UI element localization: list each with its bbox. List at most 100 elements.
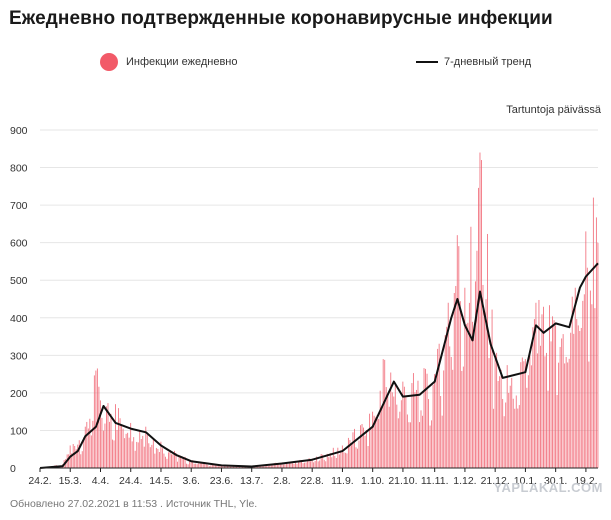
daily-bar — [515, 395, 517, 468]
daily-bar — [239, 466, 240, 468]
daily-bar — [379, 390, 381, 468]
legend-daily-label: Инфекции ежедневно — [126, 56, 238, 68]
legend-daily: Инфекции ежедневно — [100, 52, 237, 72]
daily-bar — [296, 463, 298, 468]
daily-bar — [347, 437, 349, 468]
daily-bar — [266, 464, 268, 468]
daily-bar — [245, 466, 247, 468]
x-tick-label: 19.2. — [574, 475, 597, 487]
daily-bar — [511, 377, 513, 468]
legend-dot-icon — [100, 53, 118, 71]
daily-bar — [278, 464, 280, 468]
daily-bar — [376, 415, 378, 468]
daily-bar — [373, 415, 375, 468]
daily-bar — [166, 458, 168, 468]
trend-line — [39, 262, 599, 469]
daily-bar — [172, 454, 174, 468]
daily-bar — [102, 430, 104, 468]
daily-bar — [428, 399, 430, 468]
daily-bar — [115, 404, 116, 468]
daily-bar — [385, 387, 387, 468]
daily-bar — [142, 435, 144, 468]
daily-bar — [546, 352, 547, 468]
daily-bar — [527, 375, 529, 468]
daily-bar — [446, 326, 448, 468]
daily-bar — [394, 384, 396, 468]
daily-bar — [219, 465, 221, 468]
daily-bar — [80, 454, 82, 468]
y-tick-label: 500 — [10, 275, 28, 287]
daily-bar — [177, 461, 178, 468]
daily-bar — [493, 408, 495, 468]
daily-bar — [381, 408, 383, 468]
daily-bar — [196, 464, 198, 468]
daily-bar — [384, 359, 386, 468]
daily-bar — [422, 415, 423, 468]
y-tick-label: 100 — [10, 425, 28, 437]
daily-bar — [399, 411, 401, 468]
daily-bar — [92, 420, 94, 468]
daily-bar — [343, 452, 345, 468]
daily-bar — [344, 452, 346, 468]
daily-bar — [524, 359, 526, 468]
daily-bar — [171, 454, 172, 468]
y-tick-label: 400 — [10, 313, 28, 325]
daily-bar — [230, 466, 231, 468]
daily-bar — [570, 332, 572, 468]
daily-bar — [414, 392, 416, 468]
x-tick-label: 10.1. — [514, 475, 537, 487]
daily-bar — [287, 463, 289, 468]
daily-bar — [432, 384, 434, 468]
daily-bar — [453, 293, 455, 468]
daily-bar — [561, 338, 563, 468]
daily-bar — [319, 460, 321, 468]
daily-bar — [370, 427, 372, 468]
daily-bar — [402, 381, 404, 468]
daily-bar — [520, 362, 522, 468]
daily-bar — [316, 456, 318, 468]
daily-bar — [583, 294, 585, 468]
daily-bar — [549, 305, 550, 468]
daily-bar — [553, 320, 555, 468]
daily-bar — [467, 322, 469, 468]
daily-bar — [408, 422, 410, 468]
daily-bar — [419, 422, 420, 468]
daily-bar — [473, 333, 475, 468]
daily-bar — [168, 452, 169, 468]
daily-bar — [532, 327, 534, 468]
daily-bar — [205, 464, 207, 468]
y-tick-label: 200 — [10, 388, 28, 400]
daily-bar — [497, 381, 499, 468]
daily-bar — [340, 450, 342, 468]
daily-bar — [341, 445, 343, 468]
daily-bar — [559, 346, 561, 468]
daily-bar — [591, 304, 593, 468]
daily-bar — [202, 462, 204, 468]
daily-bar — [175, 452, 177, 468]
daily-bar — [456, 235, 458, 468]
daily-bar — [538, 299, 540, 468]
daily-bar — [378, 418, 380, 468]
daily-bar — [361, 424, 363, 468]
daily-bar — [488, 358, 490, 468]
daily-bar — [444, 335, 446, 468]
daily-bar — [98, 386, 100, 468]
daily-bar — [216, 464, 218, 468]
daily-bar — [585, 231, 587, 468]
daily-bar — [487, 233, 488, 468]
daily-bar — [482, 284, 484, 468]
daily-bar — [121, 424, 123, 468]
daily-bar — [201, 462, 203, 468]
daily-bar — [93, 375, 95, 468]
daily-bar — [74, 446, 76, 468]
x-tick-label: 4.4. — [92, 475, 110, 487]
daily-bar — [149, 447, 151, 468]
daily-bar — [308, 458, 310, 468]
daily-bar — [148, 443, 150, 468]
x-tick-label: 2.8. — [273, 475, 291, 487]
grid-lines — [40, 129, 598, 431]
daily-bar — [369, 413, 371, 468]
daily-bar — [210, 465, 212, 468]
daily-bar — [164, 456, 166, 468]
daily-bar — [282, 464, 284, 468]
